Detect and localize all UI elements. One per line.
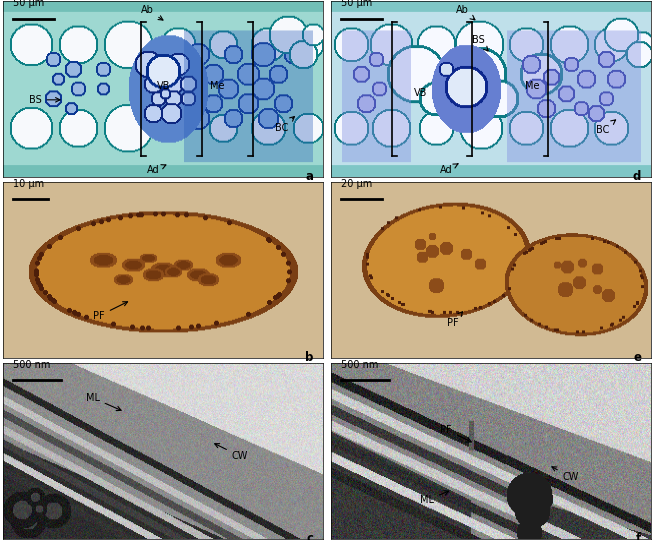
Text: 50 μm: 50 μm — [13, 0, 44, 8]
Text: Ad: Ad — [147, 165, 166, 176]
Text: VB: VB — [414, 88, 427, 98]
Text: BS: BS — [472, 35, 488, 51]
Text: Ad: Ad — [439, 164, 458, 176]
Text: c: c — [307, 532, 313, 540]
Text: 500 nm: 500 nm — [13, 360, 50, 370]
Text: BC: BC — [596, 120, 615, 135]
Text: 20 μm: 20 μm — [341, 179, 372, 189]
Text: PF: PF — [447, 312, 462, 328]
Text: PF: PF — [440, 424, 472, 442]
Text: f: f — [636, 532, 641, 540]
Text: VB: VB — [156, 80, 170, 91]
Text: 500 nm: 500 nm — [341, 360, 378, 370]
Text: PF: PF — [94, 302, 128, 321]
Text: Me: Me — [210, 80, 225, 91]
Text: d: d — [633, 170, 641, 184]
Text: Ab: Ab — [141, 5, 163, 20]
Text: BC: BC — [275, 117, 294, 133]
Text: CW: CW — [215, 444, 248, 461]
Text: Ab: Ab — [456, 5, 475, 20]
Text: CW: CW — [552, 467, 579, 482]
Text: 10 μm: 10 μm — [13, 179, 44, 189]
Text: b: b — [305, 351, 313, 364]
Text: e: e — [633, 351, 641, 364]
Text: ML: ML — [86, 393, 121, 410]
Text: ML: ML — [420, 491, 449, 505]
Text: a: a — [305, 170, 313, 184]
Text: BS: BS — [29, 95, 60, 105]
Text: Me: Me — [525, 80, 540, 91]
Text: 50 μm: 50 μm — [341, 0, 372, 8]
